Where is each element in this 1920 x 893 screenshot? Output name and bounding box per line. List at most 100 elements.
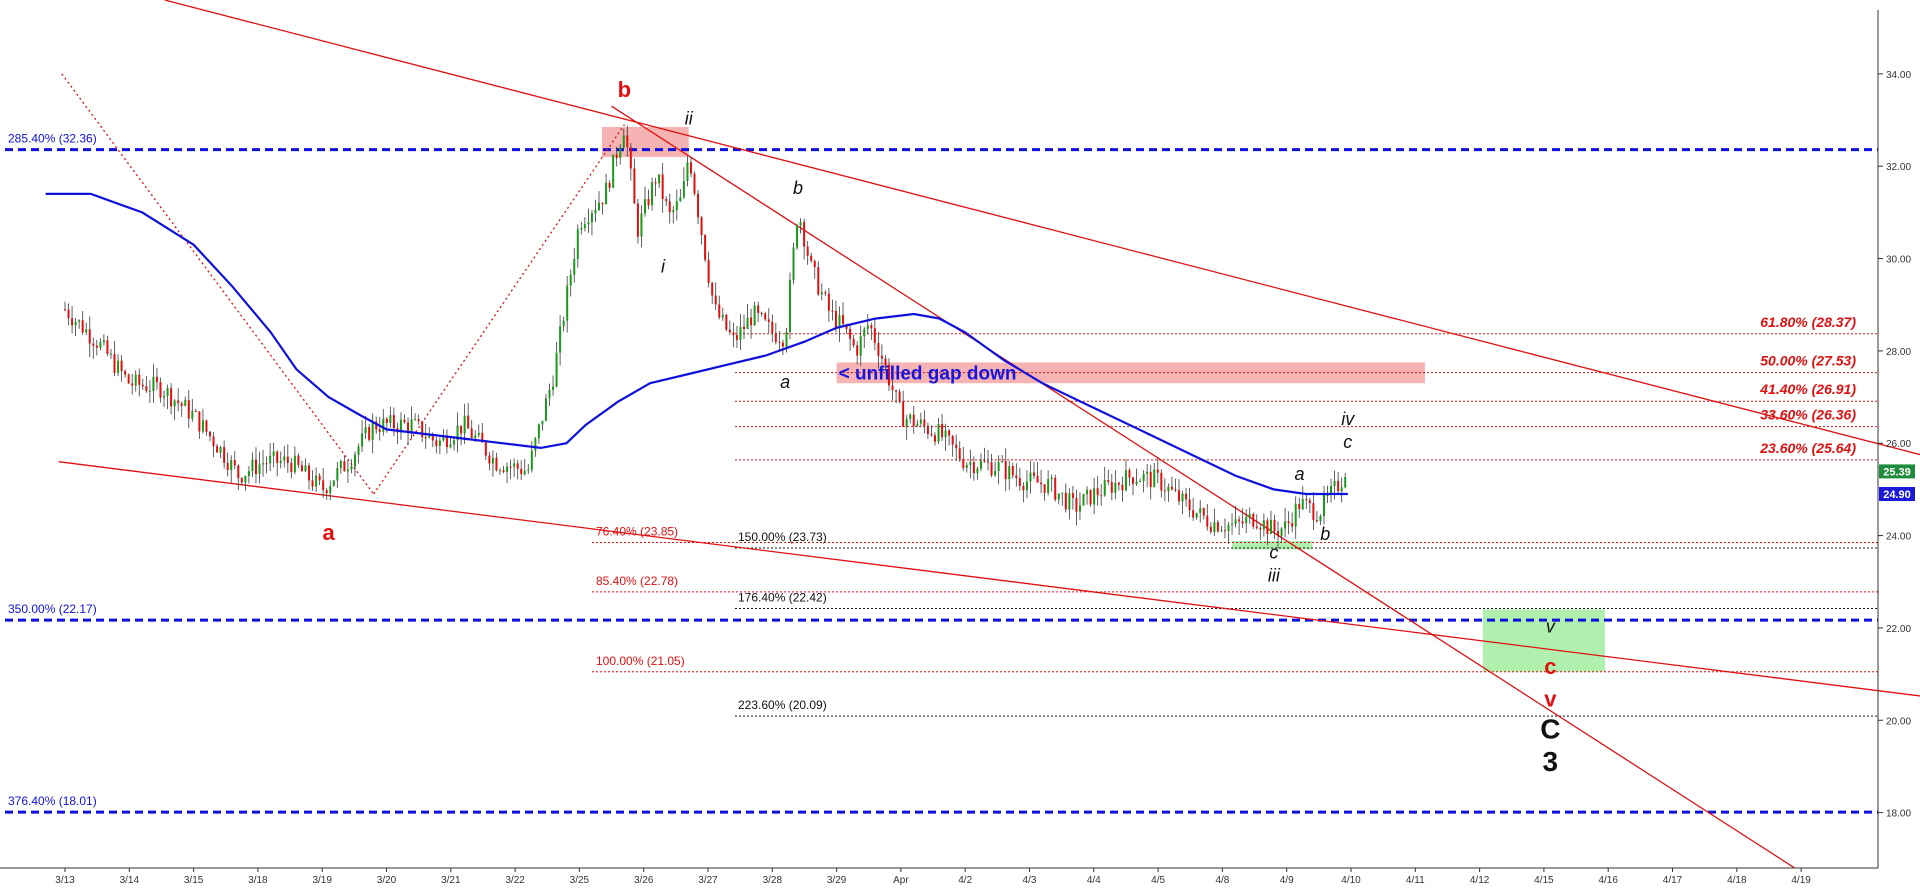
candle-body xyxy=(643,198,646,214)
candle-body xyxy=(870,325,873,329)
trendline xyxy=(58,461,1920,697)
candle-body xyxy=(131,383,134,386)
candle-body xyxy=(1344,477,1347,488)
x-tick-label: Apr xyxy=(893,875,909,886)
candle-body xyxy=(92,343,95,346)
candle-body xyxy=(923,419,926,426)
y-tick-label: 22.00 xyxy=(1886,624,1911,635)
candle-body xyxy=(838,315,841,329)
candle-body xyxy=(290,462,293,473)
candle-body xyxy=(513,463,516,467)
candle-body xyxy=(647,198,650,206)
candle-body xyxy=(750,317,753,326)
candle-body xyxy=(1305,499,1308,501)
candle-body xyxy=(866,325,869,329)
x-tick-label: 4/11 xyxy=(1406,875,1425,886)
fib-label-red: 100.00% (21.05) xyxy=(596,654,685,668)
candle-body xyxy=(941,423,944,438)
current-price-tag-bg xyxy=(1879,464,1915,479)
candle-body xyxy=(728,329,731,333)
candle-body xyxy=(1259,528,1262,530)
x-tick-label: 4/19 xyxy=(1791,875,1811,886)
candle-body xyxy=(781,342,784,347)
candle-body xyxy=(583,224,586,229)
candle-body xyxy=(1086,489,1089,495)
candle-body xyxy=(594,209,597,214)
candle-body xyxy=(417,419,420,422)
candle-body xyxy=(704,235,707,260)
candle-body xyxy=(251,459,254,472)
candle-body xyxy=(1142,473,1145,482)
candle-body xyxy=(1266,520,1269,534)
candle-body xyxy=(817,267,820,295)
candle-body xyxy=(240,478,243,483)
candle-body xyxy=(1238,519,1241,522)
candle-body xyxy=(88,329,91,344)
candle-body xyxy=(184,400,187,406)
candle-body xyxy=(467,415,470,429)
current-price-tag: 25.39 xyxy=(1883,466,1911,478)
candle-body xyxy=(863,328,866,337)
candle-body xyxy=(325,490,328,494)
x-tick-label: 4/9 xyxy=(1280,875,1294,886)
candle-body xyxy=(453,440,456,445)
candle-body xyxy=(1156,469,1159,473)
candle-body xyxy=(205,420,208,432)
candle-body xyxy=(856,345,859,356)
candle-body xyxy=(1163,490,1166,492)
gap-annotation: < unfilled gap down xyxy=(839,364,1017,385)
candle-body xyxy=(725,314,728,330)
wave-label-black: b xyxy=(1320,524,1330,544)
candle-body xyxy=(445,435,448,448)
candle-body xyxy=(979,460,982,469)
candle-body xyxy=(1308,500,1311,504)
candle-body xyxy=(951,435,954,445)
candle-body xyxy=(955,444,958,449)
candle-body xyxy=(1185,493,1188,500)
candle-body xyxy=(1047,479,1050,493)
candle-body xyxy=(880,355,883,359)
candle-body xyxy=(573,258,576,275)
candle-body xyxy=(926,425,929,434)
candle-body xyxy=(491,457,494,464)
candle-body xyxy=(371,421,374,440)
candle-body xyxy=(498,470,501,472)
candle-body xyxy=(527,469,530,471)
candle-body xyxy=(810,255,813,261)
candle-body xyxy=(661,174,664,200)
wave-label-black: c xyxy=(1343,432,1352,452)
candle-body xyxy=(831,310,834,312)
candle-body xyxy=(1227,524,1230,532)
candle-body xyxy=(262,463,265,465)
candle-body xyxy=(994,471,997,476)
candle-body xyxy=(580,228,583,230)
candle-body xyxy=(141,384,144,387)
candle-body xyxy=(424,437,427,439)
candle-body xyxy=(113,353,116,373)
candle-body xyxy=(689,162,692,174)
candle-body xyxy=(1167,486,1170,492)
fib-label-black: 176.40% (22.42) xyxy=(738,591,827,605)
candle-body xyxy=(615,154,618,159)
candle-body xyxy=(969,462,972,466)
y-tick-label: 20.00 xyxy=(1886,716,1911,727)
candle-body xyxy=(1301,499,1304,510)
candle-body xyxy=(237,465,240,479)
candle-body xyxy=(1248,513,1251,517)
candle-body xyxy=(315,475,318,487)
candle-body xyxy=(106,340,109,354)
x-tick-label: 4/15 xyxy=(1534,875,1554,886)
candle-body xyxy=(537,424,540,439)
candle-body xyxy=(990,462,993,476)
candle-body xyxy=(601,202,604,205)
candle-body xyxy=(909,414,912,419)
candle-body xyxy=(1139,481,1142,483)
candle-body xyxy=(216,446,219,453)
candle-body xyxy=(873,328,876,343)
candle-body xyxy=(1220,530,1223,532)
candle-body xyxy=(67,309,70,319)
candle-body xyxy=(1337,480,1340,492)
candle-body xyxy=(760,312,763,314)
candle-body xyxy=(544,398,547,421)
